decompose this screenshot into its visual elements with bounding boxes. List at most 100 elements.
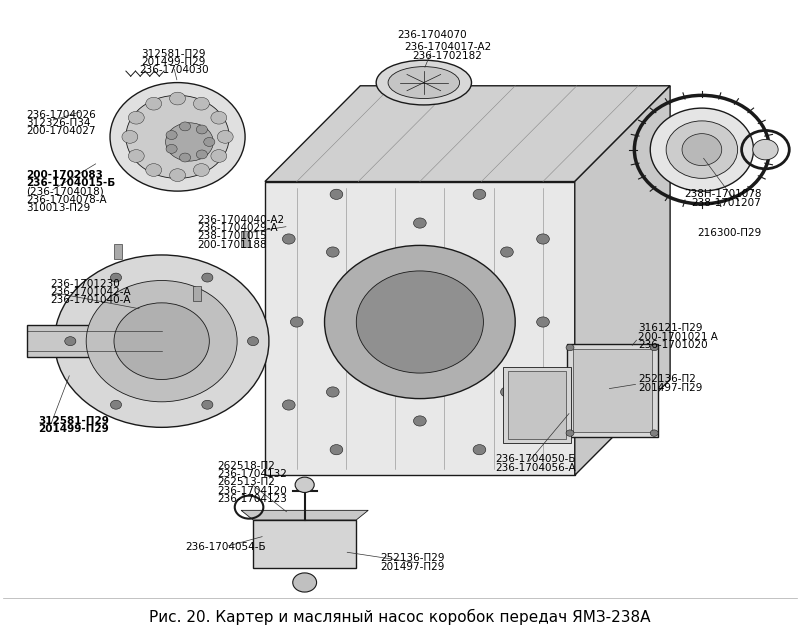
Circle shape — [86, 281, 237, 402]
Circle shape — [166, 123, 214, 161]
Ellipse shape — [388, 66, 459, 99]
Text: 236-1704026: 236-1704026 — [26, 109, 96, 120]
Circle shape — [650, 108, 754, 191]
Text: 200-1702083: 200-1702083 — [26, 170, 103, 180]
Circle shape — [537, 400, 550, 410]
Text: 236-1701020: 236-1701020 — [638, 340, 708, 350]
Bar — [26, 325, 162, 357]
Circle shape — [202, 273, 213, 282]
Circle shape — [194, 97, 210, 110]
Bar — [503, 366, 571, 443]
Polygon shape — [265, 86, 670, 182]
Circle shape — [166, 144, 177, 153]
Text: 252136-П2: 252136-П2 — [638, 374, 696, 384]
Text: 236-1704030: 236-1704030 — [138, 66, 208, 75]
Text: (236-1704018): (236-1704018) — [26, 187, 104, 197]
Text: 262518-П2: 262518-П2 — [218, 460, 275, 471]
Circle shape — [211, 149, 226, 162]
Circle shape — [666, 121, 738, 178]
Text: 238Н-1701078: 238Н-1701078 — [684, 189, 762, 199]
Circle shape — [295, 477, 314, 493]
Circle shape — [126, 95, 229, 178]
Text: 201499-П29: 201499-П29 — [38, 424, 110, 434]
Circle shape — [122, 131, 138, 143]
Text: 200-1701188: 200-1701188 — [198, 240, 267, 250]
Text: 252136-П29: 252136-П29 — [380, 553, 445, 564]
Text: 238-1701015: 238-1701015 — [198, 231, 267, 242]
Text: 262513-П2: 262513-П2 — [218, 477, 275, 488]
Text: 310013-П29: 310013-П29 — [26, 204, 91, 213]
Text: 236-1704054-Б: 236-1704054-Б — [186, 542, 266, 552]
Text: 236-1701230: 236-1701230 — [50, 279, 120, 289]
Circle shape — [146, 97, 162, 110]
Text: 312581-П29: 312581-П29 — [142, 49, 206, 59]
Circle shape — [282, 400, 295, 410]
Bar — [567, 345, 658, 437]
Text: 236-1701040-А: 236-1701040-А — [50, 296, 131, 305]
Circle shape — [202, 401, 213, 409]
Circle shape — [170, 92, 186, 105]
Circle shape — [537, 234, 550, 244]
Circle shape — [211, 111, 226, 124]
Text: 201497-П29: 201497-П29 — [638, 383, 702, 393]
Text: 236-1704070: 236-1704070 — [397, 30, 466, 40]
Circle shape — [753, 139, 778, 160]
Circle shape — [166, 131, 177, 140]
Bar — [114, 244, 122, 260]
Circle shape — [501, 387, 514, 397]
Polygon shape — [241, 510, 368, 520]
Text: 236-1704123: 236-1704123 — [218, 494, 287, 504]
Circle shape — [473, 444, 486, 455]
Circle shape — [196, 125, 207, 134]
Circle shape — [650, 345, 658, 351]
Bar — [253, 520, 356, 568]
Circle shape — [326, 387, 339, 397]
Text: 312326-П34: 312326-П34 — [26, 118, 91, 128]
Circle shape — [179, 153, 190, 162]
Circle shape — [293, 573, 317, 592]
Circle shape — [537, 317, 550, 327]
Circle shape — [282, 234, 295, 244]
Text: 236-1704040-А2: 236-1704040-А2 — [198, 215, 285, 225]
Circle shape — [128, 149, 144, 162]
Text: 316121-П29: 316121-П29 — [638, 323, 703, 334]
Circle shape — [414, 218, 426, 228]
Circle shape — [110, 273, 122, 282]
Text: 200-1704027: 200-1704027 — [26, 126, 96, 136]
Polygon shape — [574, 86, 670, 475]
Circle shape — [196, 150, 207, 159]
Text: 236-1701042-А: 236-1701042-А — [50, 287, 131, 297]
Circle shape — [146, 164, 162, 176]
Text: 236-1704078-А: 236-1704078-А — [26, 195, 107, 205]
Text: 236-1704029-А: 236-1704029-А — [198, 223, 278, 233]
Text: 236-1704050-Б: 236-1704050-Б — [495, 454, 576, 464]
Circle shape — [414, 416, 426, 426]
Circle shape — [330, 444, 343, 455]
Text: 201497-П29: 201497-П29 — [380, 562, 445, 571]
Bar — [241, 231, 249, 247]
Circle shape — [356, 271, 483, 373]
Circle shape — [170, 169, 186, 182]
Circle shape — [194, 164, 210, 176]
Circle shape — [290, 317, 303, 327]
Text: 238-1701207: 238-1701207 — [692, 198, 762, 207]
Text: 236-1704017-А2: 236-1704017-А2 — [404, 43, 491, 52]
Circle shape — [566, 345, 574, 351]
Text: 312581-П29: 312581-П29 — [38, 416, 110, 426]
Text: 200-1701021 А: 200-1701021 А — [638, 332, 718, 342]
Circle shape — [330, 189, 343, 200]
Circle shape — [114, 303, 210, 379]
Circle shape — [128, 111, 144, 124]
Circle shape — [110, 401, 122, 409]
Text: 201499-П29: 201499-П29 — [142, 57, 206, 67]
Text: 236-1702182: 236-1702182 — [413, 51, 482, 61]
Circle shape — [247, 337, 258, 346]
Bar — [194, 285, 202, 301]
Circle shape — [179, 122, 190, 131]
Circle shape — [54, 255, 269, 428]
Circle shape — [65, 337, 76, 346]
Circle shape — [682, 134, 722, 166]
Circle shape — [218, 131, 233, 143]
Bar — [508, 370, 566, 439]
Text: 236-1704056-А: 236-1704056-А — [495, 462, 576, 473]
